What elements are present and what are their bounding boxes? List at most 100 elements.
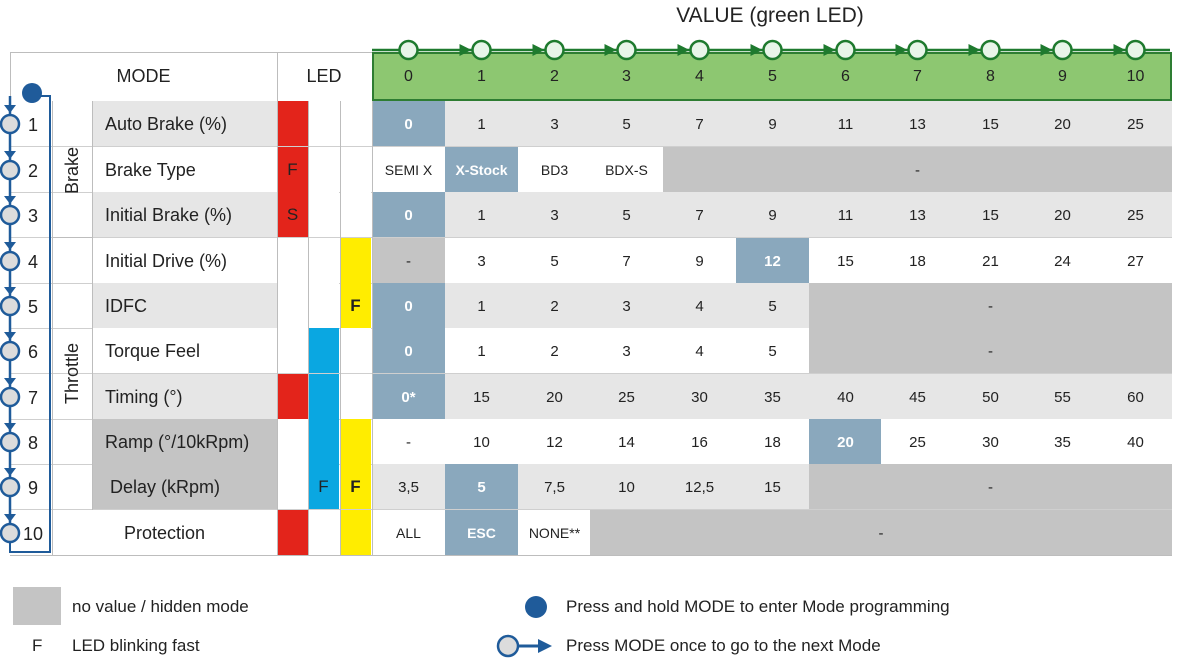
value-cell-7-3: 25 bbox=[590, 374, 663, 420]
value-cell-7-10: 60 bbox=[1099, 374, 1172, 420]
legend-once-text: Press MODE once to go to the next Mode bbox=[566, 636, 881, 655]
col-sep-372 bbox=[372, 101, 373, 556]
led-yellow-10 bbox=[340, 510, 371, 556]
header-top-border bbox=[10, 52, 372, 53]
led-red-8 bbox=[277, 419, 308, 465]
led-yellow-4 bbox=[340, 238, 371, 284]
col-sep-92 bbox=[92, 101, 93, 510]
legend-hold-text: Press and hold MODE to enter Mode progra… bbox=[566, 597, 950, 616]
value-cell-3-2: 3 bbox=[518, 192, 591, 238]
mode-number-label-8: 8 bbox=[28, 433, 38, 453]
green-led-icon-0 bbox=[398, 39, 419, 61]
led-yellow-8 bbox=[340, 419, 371, 465]
mode-nav-arrow-icon-10 bbox=[4, 514, 16, 522]
mode-name-8: Ramp (°/10kRpm) bbox=[92, 419, 277, 465]
value-arrow-icon-1 bbox=[459, 44, 472, 56]
value-cell-6-3: 3 bbox=[590, 328, 663, 374]
value-cell-9-2: 7,5 bbox=[518, 464, 591, 510]
mode-nav-arrow-icon-9 bbox=[4, 468, 16, 476]
hidden-values-5: - bbox=[809, 283, 1172, 329]
hidden-values-2: - bbox=[663, 147, 1172, 193]
value-arrow-icon-7 bbox=[895, 44, 908, 56]
mode-nav-arrow-icon-4 bbox=[4, 242, 16, 250]
value-cell-8-4: 16 bbox=[663, 419, 736, 465]
value-cell-10-2: NONE** bbox=[518, 510, 591, 556]
value-index-9: 9 bbox=[1058, 67, 1067, 85]
value-cell-3-0: 0 bbox=[372, 192, 445, 238]
value-cell-1-5: 9 bbox=[736, 101, 809, 147]
mode-nav-arrow-icon-1 bbox=[4, 105, 16, 113]
value-cell-9-5: 15 bbox=[736, 464, 809, 510]
row-separator-1 bbox=[10, 146, 1172, 147]
mode-step-circle-icon-2 bbox=[0, 159, 21, 181]
mode-number-label-6: 6 bbox=[28, 342, 38, 362]
row-separator-9 bbox=[10, 509, 1172, 510]
value-cell-3-9: 20 bbox=[1026, 192, 1099, 238]
value-arrow-icon-3 bbox=[604, 44, 617, 56]
value-index-2: 2 bbox=[550, 67, 559, 85]
value-cell-2-0: SEMI X bbox=[372, 147, 445, 193]
table-bottom bbox=[10, 555, 1172, 556]
value-cell-8-1: 10 bbox=[445, 419, 518, 465]
value-cell-4-2: 5 bbox=[518, 238, 591, 284]
value-cell-1-9: 20 bbox=[1026, 101, 1099, 147]
header-left-border bbox=[10, 52, 11, 101]
green-led-icon-4 bbox=[689, 39, 710, 61]
value-cell-1-1: 1 bbox=[445, 101, 518, 147]
mode-step-circle-icon-8 bbox=[0, 431, 21, 453]
mode-number-label-10: 10 bbox=[23, 524, 43, 544]
value-cell-8-6: 20 bbox=[809, 419, 882, 465]
legend-hold-dot-icon bbox=[525, 596, 547, 618]
mode-step-circle-icon-5 bbox=[0, 295, 21, 317]
value-cell-7-2: 20 bbox=[518, 374, 591, 420]
led-blue-3 bbox=[308, 192, 339, 238]
value-cell-6-0: 0 bbox=[372, 328, 445, 374]
value-arrow-icon-10 bbox=[1113, 44, 1126, 56]
led-yellow-1 bbox=[340, 101, 371, 147]
led-blue-8 bbox=[308, 419, 339, 465]
value-cell-2-2: BD3 bbox=[518, 147, 591, 193]
hidden-values-10: - bbox=[590, 510, 1172, 556]
value-cell-3-1: 1 bbox=[445, 192, 518, 238]
mode-name-4: Initial Drive (%) bbox=[92, 238, 277, 284]
legend: no value / hidden mode F LED blinking fa… bbox=[0, 570, 1183, 672]
value-arrow-icon-2 bbox=[532, 44, 545, 56]
value-cell-1-3: 5 bbox=[590, 101, 663, 147]
legend-gray-swatch bbox=[13, 587, 61, 625]
value-cell-7-9: 55 bbox=[1026, 374, 1099, 420]
led-header: LED bbox=[277, 52, 371, 101]
value-cell-9-0: 3,5 bbox=[372, 464, 445, 510]
value-cell-1-8: 15 bbox=[954, 101, 1027, 147]
value-cell-3-4: 7 bbox=[663, 192, 736, 238]
value-index-10: 10 bbox=[1126, 67, 1145, 85]
mode-step-circle-icon-9 bbox=[0, 476, 21, 498]
value-cell-5-1: 1 bbox=[445, 283, 518, 329]
led-blue-9: F bbox=[308, 464, 339, 510]
value-cell-7-6: 40 bbox=[809, 374, 882, 420]
value-cell-5-2: 2 bbox=[518, 283, 591, 329]
value-cell-1-4: 7 bbox=[663, 101, 736, 147]
mode-name-2: Brake Type bbox=[92, 147, 277, 193]
led-red-10 bbox=[277, 510, 308, 556]
led-red-9 bbox=[277, 464, 308, 510]
value-index-8: 8 bbox=[986, 67, 995, 85]
led-blue-10 bbox=[308, 510, 339, 556]
value-cell-7-7: 45 bbox=[881, 374, 954, 420]
mode-number-label-2: 2 bbox=[28, 161, 38, 181]
value-cell-4-10: 27 bbox=[1099, 238, 1172, 284]
value-cell-8-0: - bbox=[372, 419, 445, 465]
mode-number-label-5: 5 bbox=[28, 297, 38, 317]
value-cell-9-4: 12,5 bbox=[663, 464, 736, 510]
value-cell-4-9: 24 bbox=[1026, 238, 1099, 284]
led-blue-4 bbox=[308, 238, 339, 284]
led-blue-2 bbox=[308, 147, 339, 193]
mode-nav-return bbox=[9, 95, 51, 553]
mode-name-7: Timing (°) bbox=[92, 374, 277, 420]
value-cell-1-2: 3 bbox=[518, 101, 591, 147]
legend-icons bbox=[496, 596, 552, 658]
value-index-6: 6 bbox=[841, 67, 850, 85]
value-cell-4-5: 12 bbox=[736, 238, 809, 284]
led-yellow-2 bbox=[340, 147, 371, 193]
value-cell-6-2: 2 bbox=[518, 328, 591, 374]
led-red-7 bbox=[277, 374, 308, 420]
